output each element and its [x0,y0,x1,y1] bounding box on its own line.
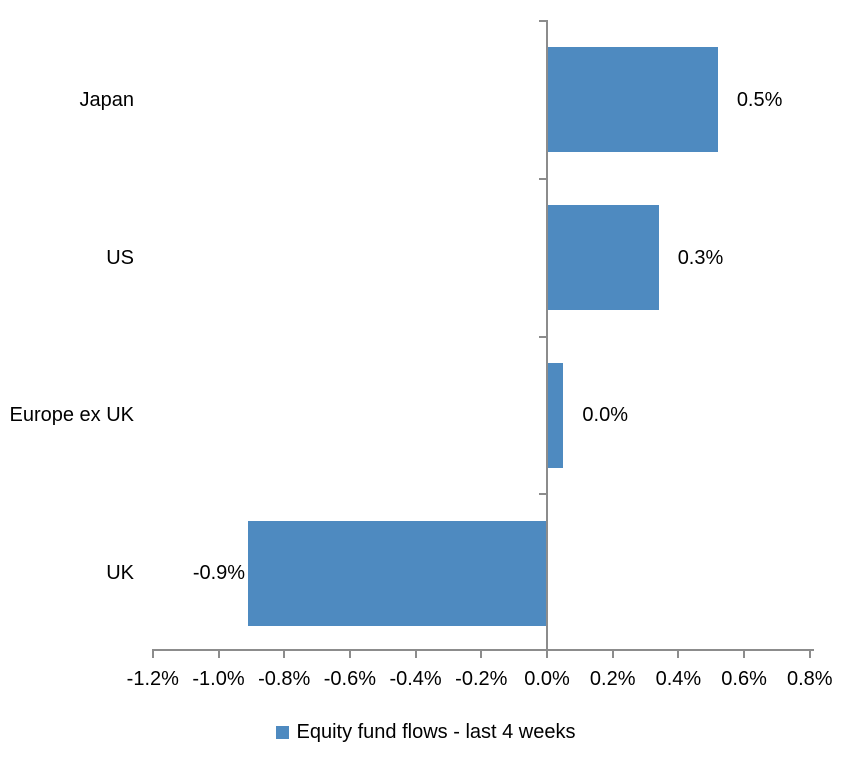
x-axis-tick [348,650,351,658]
value-label: 0.0% [582,404,629,427]
x-axis-tick [414,650,417,658]
x-axis-tick [283,650,286,658]
x-axis-tick-label: 0.6% [721,668,767,690]
x-axis-tick [480,650,483,658]
legend-swatch-icon [276,725,290,739]
category-axis-tick [539,177,547,180]
x-axis-tick-label: -0.6% [323,668,377,690]
x-axis-tick-label: -1.0% [192,668,245,690]
x-axis-tick-label: -0.2% [455,668,508,690]
category-label: UK [106,562,134,585]
bar-europe-ex-uk [547,362,564,468]
y-axis-line [546,20,548,650]
x-axis-tick-label: 0.4% [655,668,702,690]
bar-japan [547,47,718,153]
category-axis-tick [539,493,547,496]
category-label: Japan [79,88,135,111]
category-label: Europe ex UK [9,404,134,427]
x-axis-tick [151,650,154,658]
legend: Equity fund flows - last 4 weeks [0,719,852,745]
bar-uk [248,520,547,626]
x-axis-tick-label: 0.8% [787,668,833,690]
value-label: -0.9% [192,562,246,585]
x-axis-tick-label: -1.2% [126,668,179,690]
x-axis-tick-label: 0.2% [589,668,636,690]
category-label: US [106,246,134,269]
category-axis-tick [539,335,547,338]
bar-us [547,205,659,311]
x-axis-tick [808,650,811,658]
x-axis-tick [217,650,220,658]
x-axis-tick [743,650,746,658]
x-axis-tick-label: -0.4% [389,668,442,690]
value-label: 0.3% [677,246,724,269]
x-axis-tick [611,650,614,658]
legend-label: Equity fund flows - last 4 weeks [296,721,576,743]
category-axis-tick [539,20,547,22]
x-axis-tick-label: -0.8% [258,668,311,690]
x-axis-tick [546,650,548,658]
value-label: 0.5% [736,88,783,111]
x-axis-tick-label: 0.0% [524,668,570,690]
x-axis-tick [677,650,680,658]
x-axis-line [152,649,814,651]
